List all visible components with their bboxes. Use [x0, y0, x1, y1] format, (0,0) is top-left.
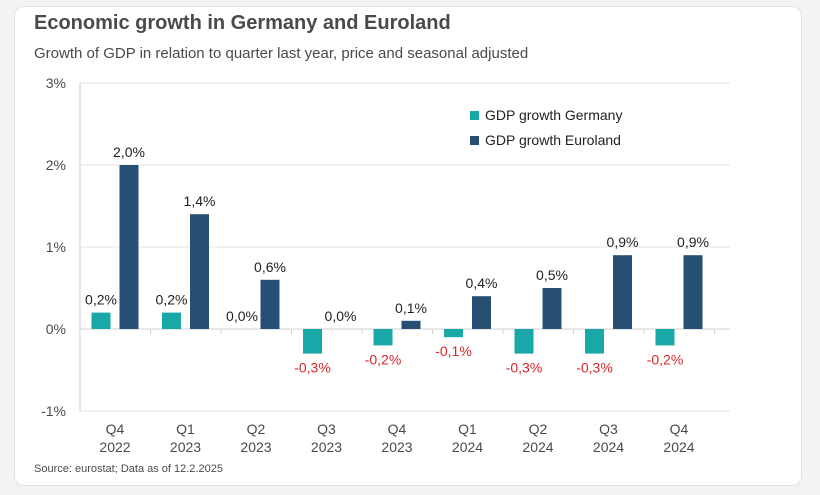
legend-swatch [470, 111, 479, 120]
bar-germany [585, 329, 604, 354]
x-tick-label: Q1 [176, 421, 195, 437]
chart-card [14, 6, 802, 486]
bar-germany [303, 329, 322, 354]
x-tick-label: 2022 [99, 439, 130, 455]
data-label: 0,2% [156, 292, 188, 308]
data-label: 1,4% [184, 193, 216, 209]
bar-euroland [472, 296, 491, 329]
x-tick-label: 2024 [593, 439, 624, 455]
data-label: -0,3% [294, 360, 331, 376]
x-tick-label: Q4 [106, 421, 125, 437]
legend-label: GDP growth Germany [485, 107, 622, 123]
source-note: Source: eurostat; Data as of 12.2.2025 [34, 463, 223, 475]
bar-germany [91, 312, 111, 329]
x-tick-label: Q4 [670, 421, 689, 437]
data-label: 0,1% [395, 300, 427, 316]
x-tick-label: 2024 [522, 439, 553, 455]
data-label: 2,0% [113, 144, 145, 160]
data-label: 0,2% [85, 292, 117, 308]
bar-euroland [260, 279, 280, 329]
bar-euroland [683, 255, 703, 329]
x-tick-label: Q3 [317, 421, 336, 437]
x-tick-label: 2023 [240, 439, 271, 455]
data-label: 0,9% [677, 234, 709, 250]
chart-subtitle: Growth of GDP in relation to quarter las… [34, 45, 529, 62]
bar-euroland [613, 255, 632, 329]
y-tick-label: 0% [46, 321, 66, 337]
y-tick-label: 2% [46, 157, 66, 173]
bar-euroland [119, 165, 139, 329]
x-tick-label: Q4 [388, 421, 407, 437]
bar-euroland [190, 214, 209, 329]
bar-germany [655, 329, 675, 346]
x-tick-label: 2023 [311, 439, 342, 455]
chart-title: Economic growth in Germany and Euroland [34, 12, 451, 34]
data-label: 0,0% [325, 308, 357, 324]
y-tick-label: -1% [41, 403, 66, 419]
y-tick-label: 1% [46, 239, 66, 255]
bar-germany [444, 329, 463, 338]
data-label: -0,1% [435, 343, 472, 359]
data-label: 0,0% [226, 308, 258, 324]
data-label: -0,2% [647, 351, 684, 367]
data-label: -0,2% [365, 351, 402, 367]
data-label: 0,5% [536, 267, 568, 283]
data-label: 0,4% [466, 275, 498, 291]
bar-germany [514, 329, 534, 354]
legend-label: GDP growth Euroland [485, 132, 621, 148]
y-tick-label: 3% [46, 75, 66, 91]
legend-swatch [470, 136, 479, 145]
bar-euroland [401, 320, 421, 329]
x-tick-label: Q2 [529, 421, 548, 437]
data-label: 0,6% [254, 259, 286, 275]
bar-euroland [542, 288, 562, 329]
bar-germany [373, 329, 393, 346]
x-tick-label: 2024 [452, 439, 483, 455]
data-label: -0,3% [576, 360, 613, 376]
data-label: 0,9% [607, 234, 639, 250]
x-tick-label: 2023 [381, 439, 412, 455]
x-tick-label: 2024 [663, 439, 694, 455]
x-tick-label: Q1 [458, 421, 477, 437]
x-tick-label: 2023 [170, 439, 201, 455]
data-label: -0,3% [506, 360, 543, 376]
bar-germany [162, 312, 181, 329]
x-tick-label: Q2 [247, 421, 266, 437]
x-tick-label: Q3 [599, 421, 618, 437]
